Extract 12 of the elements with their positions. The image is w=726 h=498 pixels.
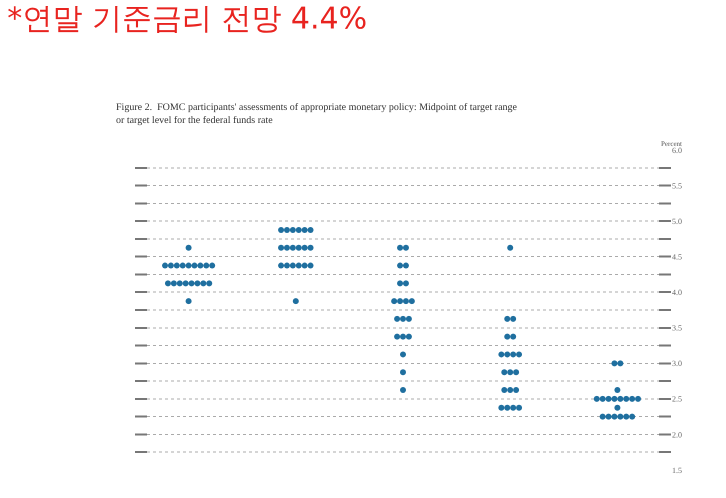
chart-title: *연말 기준금리 전망 4.4% [7, 1, 368, 36]
chart-subtitle: Figure 2. FOMC participants' assessments of appropriate monetary policy: Midpoint of target range or target level for the federal funds rate [116, 102, 518, 126]
y-tick-label: 3.0 [672, 359, 682, 368]
y-tick-label: 1.5 [672, 466, 682, 475]
y-tick-label: 5.5 [672, 181, 682, 190]
y-tick-label: 4.0 [672, 288, 682, 298]
y-tick-label: 2.5 [672, 394, 682, 404]
y-tick-label: 2.0 [672, 430, 682, 440]
y-tick-label: 3.5 [672, 324, 682, 333]
y-tick-label: 4.5 [672, 252, 682, 262]
y-tick-label: 6.0 [672, 146, 682, 155]
y-tick-label: 5.0 [672, 216, 682, 226]
